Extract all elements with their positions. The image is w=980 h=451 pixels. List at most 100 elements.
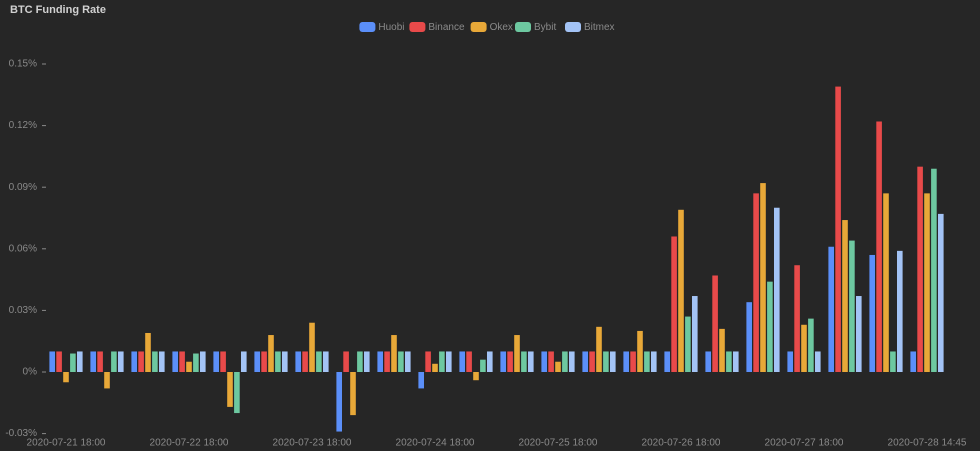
bar bbox=[405, 351, 411, 372]
bar bbox=[938, 213, 944, 372]
bar bbox=[241, 351, 247, 372]
legend-swatch[interactable] bbox=[515, 22, 531, 32]
legend-label[interactable]: Binance bbox=[428, 22, 465, 33]
legend-label[interactable]: Bybit bbox=[534, 22, 556, 33]
bar bbox=[794, 265, 800, 372]
bar bbox=[548, 351, 554, 372]
bar bbox=[234, 372, 240, 414]
bar bbox=[227, 372, 233, 407]
bar bbox=[357, 351, 363, 372]
bar bbox=[712, 275, 718, 372]
legend-label[interactable]: Huobi bbox=[378, 22, 404, 33]
bar bbox=[931, 168, 937, 372]
x-tick-label: 2020-07-26 18:00 bbox=[642, 438, 721, 449]
bar bbox=[869, 254, 875, 372]
bar bbox=[815, 351, 821, 372]
bar bbox=[343, 351, 349, 372]
bar bbox=[254, 351, 260, 372]
bar bbox=[391, 335, 397, 372]
bar bbox=[705, 351, 711, 372]
bar bbox=[589, 351, 595, 372]
y-tick-label: 0.15% bbox=[9, 59, 37, 70]
bar bbox=[220, 351, 226, 372]
bar bbox=[90, 351, 96, 372]
legend-swatch[interactable] bbox=[409, 22, 426, 32]
bar bbox=[418, 372, 424, 389]
bar bbox=[630, 351, 636, 372]
x-tick-label: 2020-07-25 18:00 bbox=[519, 438, 598, 449]
bar bbox=[787, 351, 793, 372]
y-tick-label: 0% bbox=[23, 367, 38, 378]
y-tick-label: 0.06% bbox=[9, 243, 37, 254]
bar bbox=[118, 351, 124, 372]
y-tick-label: 0.12% bbox=[9, 120, 37, 131]
bar bbox=[282, 351, 288, 372]
bar bbox=[671, 236, 677, 372]
bar bbox=[159, 351, 165, 372]
bar bbox=[856, 296, 862, 372]
bar bbox=[104, 372, 110, 389]
bar bbox=[801, 324, 807, 372]
bar bbox=[637, 330, 643, 372]
bar bbox=[425, 351, 431, 372]
bar bbox=[70, 353, 76, 372]
bar bbox=[685, 316, 691, 372]
bar bbox=[719, 328, 725, 372]
bar bbox=[275, 351, 281, 372]
x-tick-label: 2020-07-22 18:00 bbox=[150, 438, 229, 449]
bar bbox=[849, 240, 855, 372]
bar bbox=[398, 351, 404, 372]
bar bbox=[487, 351, 493, 372]
legend-swatch[interactable] bbox=[565, 22, 581, 32]
bar bbox=[623, 351, 629, 372]
bar bbox=[664, 351, 670, 372]
y-tick-label: 0.09% bbox=[9, 182, 37, 193]
bar bbox=[582, 351, 588, 372]
bar bbox=[514, 335, 520, 372]
x-tick-label: 2020-07-28 14:45 bbox=[888, 438, 967, 449]
legend-swatch[interactable] bbox=[470, 22, 487, 32]
bar bbox=[767, 281, 773, 372]
bar bbox=[733, 351, 739, 372]
bar bbox=[603, 351, 609, 372]
bar bbox=[746, 302, 752, 372]
legend-swatch[interactable] bbox=[359, 22, 376, 32]
bar bbox=[541, 351, 547, 372]
bar bbox=[323, 351, 329, 372]
bar bbox=[480, 359, 486, 372]
bar bbox=[350, 372, 356, 416]
x-tick-label: 2020-07-27 18:00 bbox=[765, 438, 844, 449]
bar bbox=[213, 351, 219, 372]
bar bbox=[753, 193, 759, 372]
bar bbox=[138, 351, 144, 372]
bar bbox=[459, 351, 465, 372]
bar bbox=[152, 351, 158, 372]
bar bbox=[726, 351, 732, 372]
bar bbox=[562, 351, 568, 372]
bar bbox=[377, 351, 383, 372]
bar bbox=[309, 322, 315, 372]
bar bbox=[261, 351, 267, 372]
bar bbox=[49, 351, 55, 372]
bar bbox=[835, 86, 841, 372]
bar bbox=[200, 351, 206, 372]
y-tick-label: 0.03% bbox=[9, 305, 37, 316]
legend-label[interactable]: Okex bbox=[490, 22, 513, 33]
x-tick-label: 2020-07-24 18:00 bbox=[396, 438, 475, 449]
bar bbox=[186, 361, 192, 372]
bar bbox=[555, 361, 561, 372]
bar bbox=[145, 332, 151, 372]
bar bbox=[77, 351, 83, 372]
x-tick-label: 2020-07-21 18:00 bbox=[27, 438, 106, 449]
bar bbox=[644, 351, 650, 372]
bar bbox=[917, 166, 923, 372]
legend-label[interactable]: Bitmex bbox=[584, 22, 615, 33]
bar bbox=[439, 351, 445, 372]
x-tick-label: 2020-07-23 18:00 bbox=[273, 438, 352, 449]
bar bbox=[500, 351, 506, 372]
bar bbox=[295, 351, 301, 372]
bar bbox=[172, 351, 178, 372]
bar bbox=[193, 353, 199, 372]
